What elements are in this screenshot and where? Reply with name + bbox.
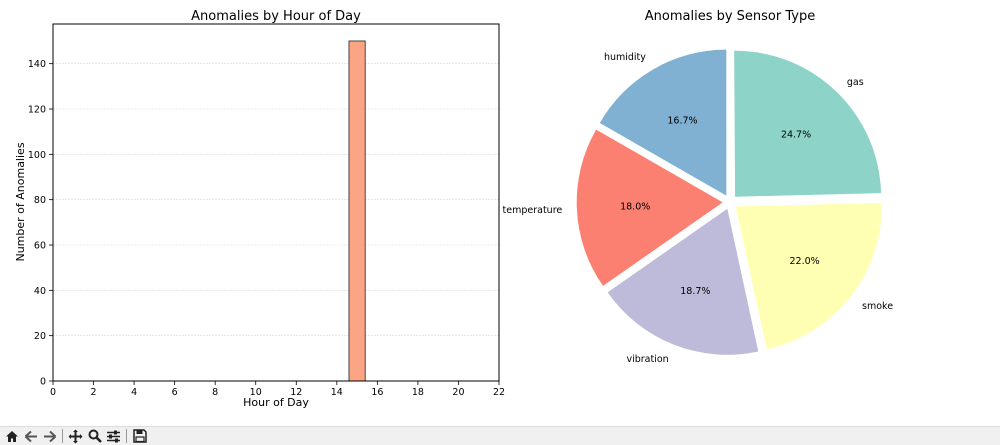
configure-subplots-button[interactable] [105, 428, 122, 445]
bar-chart-gridlines [53, 63, 499, 336]
forward-icon [43, 430, 56, 442]
pie-chart-labels: 16.7% humidity 18.0% temperature 18.7% vibrat… [503, 52, 894, 365]
bar-chart-x-tick-label: 8 [212, 387, 218, 398]
bar-chart-y-label: Number of Anomalies [14, 142, 27, 261]
bar-chart-y-tick-label: 40 [34, 286, 46, 297]
back-button[interactable] [22, 428, 39, 445]
pie-category-label: temperature [503, 205, 563, 216]
bar-chart-x-tick-label: 0 [50, 387, 56, 398]
bar-chart-x-tick-label: 4 [131, 387, 137, 398]
pie-category-label: gas [847, 77, 864, 88]
bar-chart-x-tick-label: 20 [452, 387, 464, 398]
pie-slice-temperature [576, 129, 723, 286]
bar-chart-y-tick-label: 20 [34, 331, 46, 342]
pan-icon [68, 429, 83, 443]
bar-chart-x-label: Hour of Day [243, 396, 309, 409]
bar [348, 40, 366, 382]
bar-chart-x-ticks: 0 2 4 6 8 10 12 14 16 18 20 22 [50, 381, 505, 398]
pie-chart: Anomalies by Sensor Type 16.7% humidity 18… [503, 9, 894, 365]
bar-chart-title: Anomalies by Hour of Day [191, 9, 361, 24]
zoom-icon [88, 429, 102, 443]
bar-chart-x-tick-label: 12 [290, 387, 302, 398]
pie-percent-label: 18.7% [680, 286, 710, 297]
pie-percent-label: 22.0% [790, 256, 820, 267]
bar-chart-x-tick-label: 6 [172, 387, 178, 398]
bar-chart-bars [348, 40, 366, 382]
bar-chart-x-tick-label: 18 [412, 387, 424, 398]
plot-toolbar [0, 426, 1000, 445]
bar-chart-y-tick-label: 80 [34, 195, 46, 206]
bar-chart-x-tick-label: 2 [91, 387, 97, 398]
save-button[interactable] [131, 428, 148, 445]
back-icon [24, 430, 37, 442]
bar-chart-y-tick-label: 140 [28, 59, 46, 70]
toolbar-separator [126, 429, 127, 443]
bar-chart-y-tick-label: 100 [28, 150, 46, 161]
pie-slice-vibration [607, 208, 759, 355]
save-icon [132, 429, 147, 443]
bar-chart-y-tick-label: 120 [28, 105, 46, 116]
toolbar-separator [62, 429, 63, 443]
configure-subplots-icon [107, 430, 120, 442]
pie-category-label: humidity [604, 52, 646, 63]
figure-canvas: Anomalies by Hour of Day 0 2 4 6 8 10 12 14 16 18… [14, 9, 894, 409]
bar-chart-axes-frame [52, 23, 500, 382]
pie-chart-slices [576, 49, 882, 355]
pie-category-label: smoke [862, 301, 893, 312]
bar-chart-x-tick-label: 10 [250, 387, 262, 398]
bar-chart-x-tick-label: 14 [331, 387, 343, 398]
home-button[interactable] [3, 428, 20, 445]
bar-chart-y-tick-label: 60 [34, 241, 46, 252]
pie-percent-label: 24.7% [781, 129, 811, 140]
bar-chart-y-tick-label: 0 [40, 377, 46, 388]
pie-category-label: vibration [626, 354, 668, 365]
pie-slice-humidity [599, 49, 727, 196]
pie-slice-smoke [735, 202, 882, 350]
home-icon [5, 430, 18, 442]
pie-slice-gas [734, 50, 882, 197]
zoom-button[interactable] [86, 428, 103, 445]
pie-percent-label: 16.7% [667, 115, 697, 126]
forward-button[interactable] [41, 428, 58, 445]
bar-chart-x-tick-label: 16 [371, 387, 383, 398]
pan-button[interactable] [67, 428, 84, 445]
bar-chart-x-tick-label: 22 [493, 387, 505, 398]
bar-chart: Anomalies by Hour of Day 0 2 4 6 8 10 12 14 16 18… [14, 9, 505, 409]
bar-chart-y-ticks: 0 20 40 60 80 100 120 140 [28, 59, 53, 388]
pie-percent-label: 18.0% [620, 202, 650, 213]
pie-chart-title: Anomalies by Sensor Type [645, 9, 815, 24]
